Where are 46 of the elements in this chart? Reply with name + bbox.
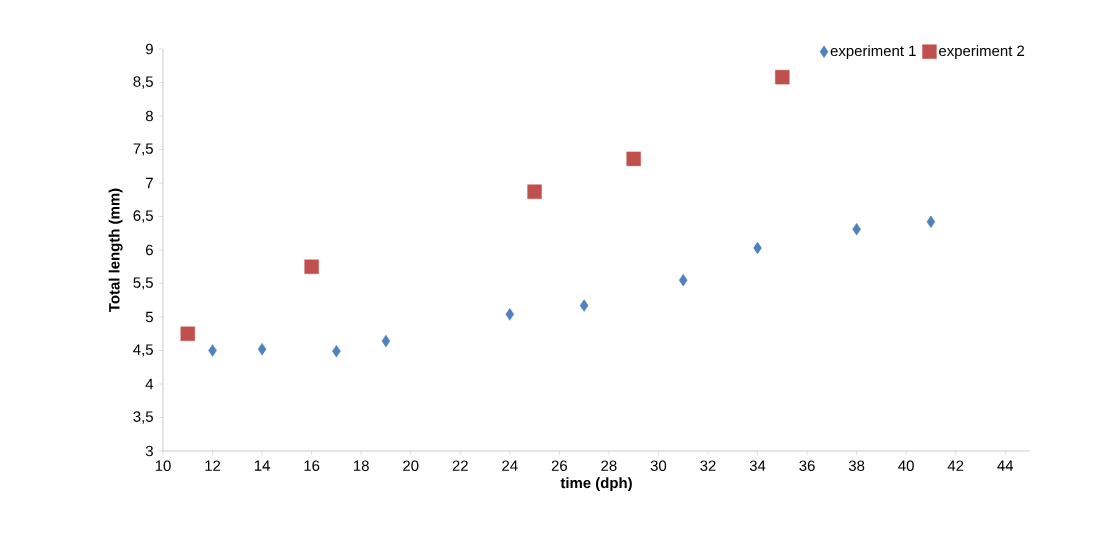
x-tick-label: 34 bbox=[749, 460, 766, 472]
y-tick-label: 9 bbox=[145, 43, 153, 55]
point bbox=[381, 334, 391, 348]
x-tick-label: 36 bbox=[799, 460, 815, 472]
x-tick-label: 44 bbox=[997, 460, 1014, 471]
point bbox=[579, 299, 589, 312]
x-tick-label: 22 bbox=[452, 460, 468, 471]
y-tick-label: 4,5 bbox=[133, 344, 153, 357]
x-tick-label: 12 bbox=[205, 460, 221, 471]
point bbox=[505, 308, 515, 321]
x-tick-label: 18 bbox=[354, 460, 369, 472]
y-tick-label: 7 bbox=[146, 177, 153, 189]
x-tick-label: 20 bbox=[403, 460, 419, 472]
legend-label: experiment 1 bbox=[830, 45, 916, 60]
point bbox=[626, 151, 641, 167]
y-tick-label: 6 bbox=[146, 244, 153, 256]
x-tick-label: 16 bbox=[304, 460, 320, 472]
y-tick-label: 6,5 bbox=[133, 210, 153, 223]
point bbox=[180, 326, 195, 341]
y-tick-label: 5,5 bbox=[133, 277, 153, 290]
x-tick-label: 30 bbox=[650, 460, 667, 472]
x-tick-label: 26 bbox=[551, 460, 567, 472]
y-tick-label: 3,5 bbox=[133, 411, 153, 424]
x-tick-label: 40 bbox=[898, 460, 914, 472]
point bbox=[257, 342, 267, 356]
point bbox=[678, 273, 688, 287]
x-tick-label: 24 bbox=[502, 460, 518, 471]
y-tick-label: 3 bbox=[145, 445, 153, 457]
point bbox=[926, 215, 936, 229]
y-tick-label: 8 bbox=[145, 110, 153, 122]
x-tick-label: 10 bbox=[155, 460, 171, 472]
y-tick-label: 4 bbox=[145, 378, 154, 390]
x-tick-label: 14 bbox=[254, 460, 270, 471]
point bbox=[775, 69, 790, 85]
x-tick-label: 32 bbox=[700, 460, 716, 472]
x-tick-label: 42 bbox=[947, 460, 964, 471]
x-axis-title: time (dph) bbox=[560, 477, 632, 492]
y-tick-label: 5 bbox=[145, 311, 153, 323]
point bbox=[304, 259, 319, 274]
y-axis-title: Total length (mm) bbox=[108, 188, 123, 312]
x-tick-label: 28 bbox=[601, 460, 617, 472]
x-tick-label: 38 bbox=[848, 460, 865, 472]
legend-label: experiment 2 bbox=[939, 45, 1025, 60]
y-tick-label: 8,5 bbox=[133, 76, 153, 89]
point bbox=[527, 184, 542, 199]
y-tick-label: 7,5 bbox=[133, 143, 153, 156]
